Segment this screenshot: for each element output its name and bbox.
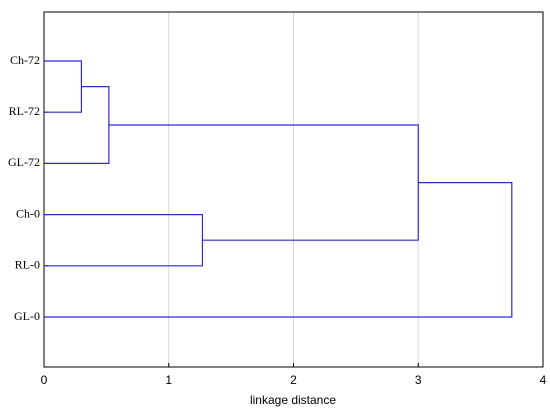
- dendrogram-link: [44, 182, 513, 318]
- dendrogram-link: [44, 214, 204, 267]
- leaf-label: Ch-0: [16, 206, 40, 220]
- leaf-label: RL-0: [15, 258, 40, 272]
- leaf-label: GL-0: [14, 309, 40, 323]
- leaf-label: RL-72: [9, 104, 40, 118]
- dendrogram-link: [108, 124, 419, 241]
- x-tick-label: 4: [540, 373, 547, 387]
- x-tick-label: 0: [41, 373, 48, 387]
- dendrogram-link: [44, 86, 110, 164]
- x-tick-label: 3: [415, 373, 422, 387]
- x-tick-label: 2: [290, 373, 297, 387]
- x-axis-label: linkage distance: [250, 393, 336, 407]
- leaf-label: Ch-72: [10, 53, 40, 67]
- plot-frame: [43, 11, 544, 368]
- x-tick-label: 1: [165, 373, 172, 387]
- leaf-label: GL-72: [8, 155, 40, 169]
- dendrogram-link: [44, 60, 83, 113]
